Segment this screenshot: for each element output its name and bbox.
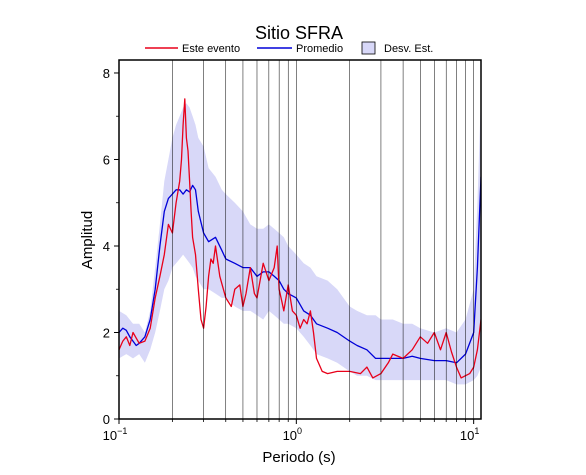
x-tick-label: 10−1: [103, 426, 128, 443]
std-dev-band: [119, 94, 481, 385]
x-tick-label: 100: [283, 426, 302, 443]
legend-swatch-desv-est: [361, 41, 376, 55]
legend-label-promedio: Promedio: [296, 43, 343, 55]
chart-title: Sitio SFRA: [255, 23, 343, 43]
plot-frame: [118, 59, 482, 420]
y-tick-label: 8: [103, 66, 110, 81]
legend: Este evento Promedio Desv. Est.: [145, 41, 433, 55]
legend-label-este-evento: Este evento: [182, 43, 240, 55]
y-tick-label: 0: [103, 412, 110, 427]
y-tick-label: 2: [103, 325, 110, 340]
x-tick-label: 101: [460, 426, 479, 443]
y-axis-label: Amplitud: [79, 211, 96, 269]
y-tick-label: 4: [103, 239, 110, 254]
legend-label-desv-est: Desv. Est.: [384, 43, 433, 55]
y-tick-label: 6: [103, 152, 110, 167]
x-axis-label: Periodo (s): [262, 449, 335, 466]
